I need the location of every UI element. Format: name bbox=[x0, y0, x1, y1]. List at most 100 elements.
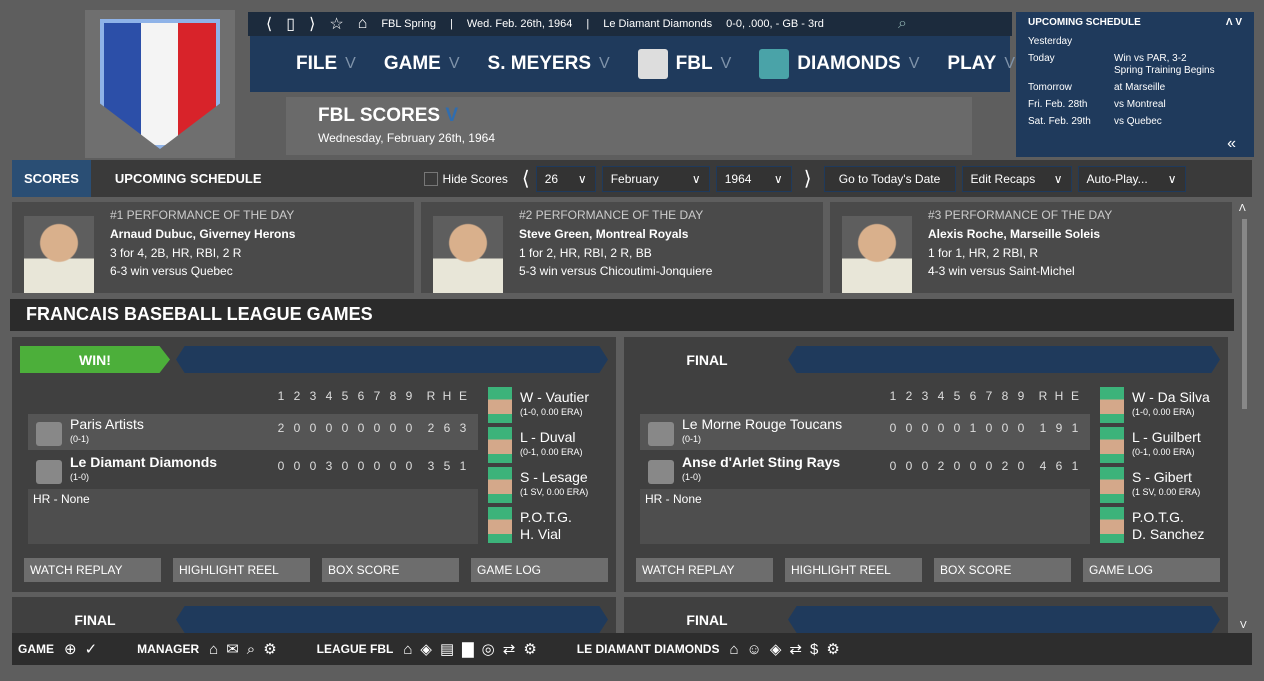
inning-header: 2 bbox=[905, 389, 913, 403]
finances-icon[interactable]: $ bbox=[809, 640, 819, 658]
back-icon[interactable]: ⟨ bbox=[266, 16, 273, 33]
next-day-icon[interactable]: ⟩ bbox=[803, 168, 812, 190]
year-select[interactable]: 1964 ∨ bbox=[715, 165, 792, 192]
stats-icon[interactable]: ▇ bbox=[462, 641, 474, 658]
top-nav-bar: ⟨ ▯ ⟩ ☆ ⌂ FBL Spring | Wed. Feb. 26th, 19… bbox=[248, 12, 1012, 36]
team-name[interactable]: Le Morne Rouge Toucans bbox=[682, 416, 843, 432]
menu-league[interactable]: FBL V bbox=[637, 49, 731, 79]
performance-card[interactable]: #3 PERFORMANCE OF THE DAY Alexis Roche, M… bbox=[830, 202, 1232, 293]
pitcher-stat: (0-1, 0.00 ERA) bbox=[520, 447, 583, 457]
gear-icon[interactable]: ⚙ bbox=[826, 641, 840, 658]
pitcher-stat: H. Vial bbox=[520, 526, 561, 542]
pitcher-entry[interactable]: W - Da Silva (1-0, 0.00 ERA) bbox=[1100, 387, 1224, 425]
diamond-icon[interactable]: ◈ bbox=[769, 641, 782, 658]
pitcher-entry[interactable]: S - Gibert (1 SV, 0.00 ERA) bbox=[1100, 467, 1224, 505]
performance-card[interactable]: #1 PERFORMANCE OF THE DAY Arnaud Dubuc, G… bbox=[12, 202, 414, 293]
menu-label: PLAY bbox=[947, 53, 997, 74]
scroll-down-icon[interactable]: V bbox=[1240, 620, 1247, 631]
pitcher-entry[interactable]: L - Duval (0-1, 0.00 ERA) bbox=[488, 427, 612, 465]
schedule-day: Tomorrow bbox=[1028, 82, 1072, 93]
star-icon[interactable]: ☆ bbox=[329, 16, 344, 33]
team-name[interactable]: Le Diamant Diamonds bbox=[70, 454, 218, 470]
window-icon[interactable]: ▯ bbox=[286, 16, 296, 33]
search-icon[interactable]: ⌕ bbox=[897, 15, 907, 32]
team-row: Le Diamant Diamonds (1-0) 0 0 0 3 0 0 0 0 0 3 5 1 bbox=[28, 452, 478, 488]
watch-replay-button[interactable]: WATCH REPLAY bbox=[636, 558, 773, 582]
game-status: FINAL bbox=[632, 346, 782, 373]
pitcher-entry[interactable]: L - Guilbert (0-1, 0.00 ERA) bbox=[1100, 427, 1224, 465]
team-name[interactable]: Paris Artists bbox=[70, 416, 144, 432]
inning-header: H bbox=[442, 389, 452, 403]
pitcher-entry[interactable]: P.O.T.G. H. Vial bbox=[488, 507, 612, 545]
watch-replay-button[interactable]: WATCH REPLAY bbox=[24, 558, 161, 582]
game-log-button[interactable]: GAME LOG bbox=[1083, 558, 1220, 582]
scrollbar-thumb[interactable] bbox=[1242, 219, 1247, 409]
league-logo bbox=[85, 10, 235, 158]
forward-icon[interactable]: ⟩ bbox=[309, 16, 316, 33]
team-name[interactable]: Anse d'Arlet Sting Rays bbox=[682, 454, 841, 470]
inning-header: 1 bbox=[889, 389, 897, 403]
pitcher-name: S - Gibert bbox=[1132, 469, 1192, 485]
pitcher-entry[interactable]: W - Vautier (1-0, 0.00 ERA) bbox=[488, 387, 612, 425]
auto-play-button[interactable]: Auto-Play... ∨ bbox=[1077, 165, 1186, 192]
menu-play[interactable]: PLAY V bbox=[947, 53, 1015, 75]
game-log-button[interactable]: GAME LOG bbox=[471, 558, 608, 582]
diamond-icon[interactable]: ◈ bbox=[420, 641, 432, 658]
highlight-reel-button[interactable]: HIGHLIGHT REEL bbox=[173, 558, 310, 582]
tab-scores[interactable]: SCORES bbox=[12, 160, 91, 197]
line-score-cell: 5 bbox=[443, 459, 451, 473]
baseball-icon[interactable]: ◎ bbox=[481, 641, 495, 658]
inning-header: 4 bbox=[325, 389, 333, 403]
chevron-down-icon: V bbox=[1004, 55, 1016, 72]
search-icon[interactable]: ⌕ bbox=[246, 640, 256, 658]
day-select[interactable]: 26 ∨ bbox=[535, 165, 596, 192]
player-name[interactable]: Alexis Roche, Marseille Soleis bbox=[928, 227, 1101, 241]
trade-icon[interactable]: ⇄ bbox=[789, 641, 802, 658]
previous-day-icon[interactable]: ⟨ bbox=[521, 168, 530, 190]
pitcher-stat: (1-0, 0.00 ERA) bbox=[520, 407, 583, 417]
menu-game[interactable]: GAME V bbox=[384, 53, 460, 75]
team-label: Le Diamant Diamonds bbox=[603, 18, 713, 30]
tab-upcoming-schedule[interactable]: UPCOMING SCHEDULE bbox=[114, 171, 262, 186]
home-icon[interactable]: ⌂ bbox=[403, 640, 413, 658]
menu-team[interactable]: DIAMONDS V bbox=[759, 49, 919, 79]
roster-icon[interactable]: ☺ bbox=[746, 640, 762, 658]
player-name[interactable]: Steve Green, Montreal Royals bbox=[519, 227, 689, 241]
line-score-cell: 0 bbox=[309, 421, 317, 435]
pitcher-entry[interactable]: S - Lesage (1 SV, 0.00 ERA) bbox=[488, 467, 612, 505]
collapse-icon[interactable]: « bbox=[1227, 135, 1236, 152]
box-score-button[interactable]: BOX SCORE bbox=[322, 558, 459, 582]
home-icon[interactable]: ⌂ bbox=[209, 640, 219, 658]
hide-scores-checkbox[interactable]: Hide Scores bbox=[423, 171, 508, 186]
pitcher-entry[interactable]: P.O.T.G. D. Sanchez bbox=[1100, 507, 1224, 545]
go-to-today-button[interactable]: Go to Today's Date bbox=[823, 165, 956, 192]
line-score-cell: 0 bbox=[985, 421, 993, 435]
auto-play-label: Auto-Play... bbox=[1086, 171, 1148, 186]
sort-arrows-icon[interactable]: Λ V bbox=[1225, 17, 1242, 28]
line-score-cell: 0 bbox=[357, 421, 365, 435]
chevron-down-icon[interactable]: V bbox=[445, 105, 459, 126]
mail-icon[interactable]: ✉ bbox=[226, 641, 239, 658]
trade-icon[interactable]: ⇄ bbox=[502, 641, 516, 658]
news-icon[interactable]: ▤ bbox=[439, 641, 455, 658]
gear-icon[interactable]: ⚙ bbox=[263, 641, 277, 658]
gear-icon[interactable]: ⚙ bbox=[523, 641, 537, 658]
menu-manager[interactable]: S. MEYERS V bbox=[488, 53, 610, 75]
menu-file[interactable]: FILE V bbox=[296, 53, 356, 75]
player-name[interactable]: Arnaud Dubuc, Giverney Herons bbox=[110, 227, 296, 241]
line-score-cell: 0 bbox=[889, 459, 897, 473]
pitcher-name: L - Guilbert bbox=[1132, 429, 1201, 445]
scroll-up-icon[interactable]: Λ bbox=[1239, 203, 1246, 214]
home-icon[interactable]: ⌂ bbox=[357, 15, 368, 32]
edit-recaps-button[interactable]: Edit Recaps ∨ bbox=[961, 165, 1072, 192]
month-select[interactable]: February ∨ bbox=[601, 165, 710, 192]
check-icon[interactable]: ✓ bbox=[84, 641, 98, 658]
box-score-button[interactable]: BOX SCORE bbox=[934, 558, 1071, 582]
home-icon[interactable]: ⌂ bbox=[729, 640, 739, 658]
globe-icon[interactable]: ⊕ bbox=[64, 641, 77, 658]
highlight-reel-button[interactable]: HIGHLIGHT REEL bbox=[785, 558, 922, 582]
line-score-cell: 0 bbox=[953, 459, 961, 473]
player-photo bbox=[488, 467, 512, 503]
performance-card[interactable]: #2 PERFORMANCE OF THE DAY Steve Green, Mo… bbox=[421, 202, 823, 293]
